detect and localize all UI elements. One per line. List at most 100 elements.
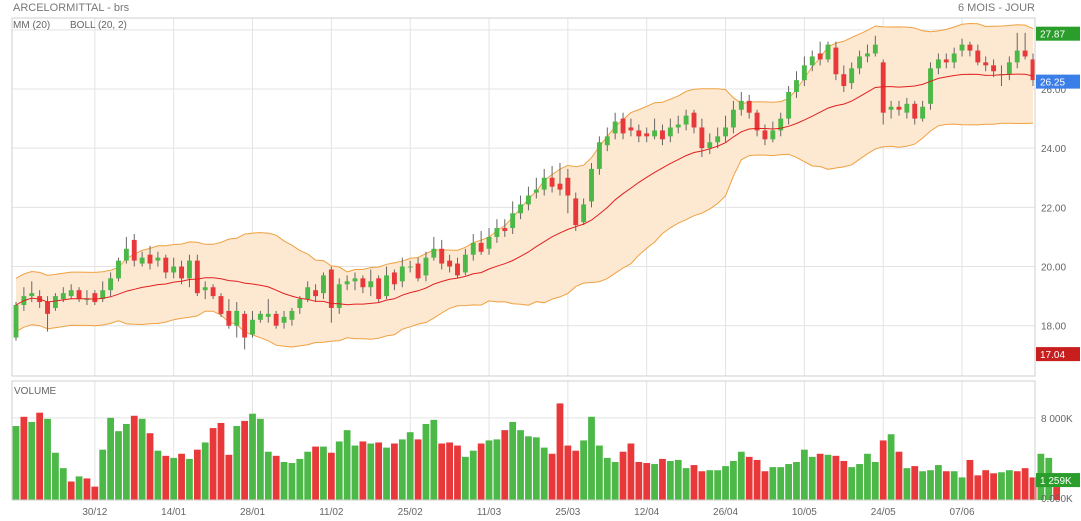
volume-bar: [887, 434, 895, 500]
volume-bar: [588, 416, 595, 500]
volume-bar: [383, 447, 390, 500]
candle-body: [959, 44, 965, 51]
candle-body: [967, 44, 973, 51]
volume-series: [12, 403, 1061, 500]
candle-body: [620, 118, 626, 134]
candle-body: [226, 310, 232, 326]
candle-body: [991, 65, 997, 72]
volume-bar: [162, 455, 170, 500]
candle-body: [250, 319, 255, 335]
volume-bar: [737, 451, 745, 500]
candle-body: [423, 257, 429, 276]
candle-body: [510, 213, 516, 229]
volume-bar: [391, 443, 398, 500]
volume-bar: [422, 423, 430, 500]
volume-bar: [367, 443, 375, 500]
volume-bar: [698, 471, 706, 500]
volume-bar: [52, 452, 59, 500]
volume-panel-title: VOLUME: [14, 386, 57, 397]
volume-bar: [193, 449, 201, 500]
volume-bar: [225, 454, 233, 500]
candle-body: [715, 136, 721, 143]
candle-body: [273, 313, 279, 326]
axes: [11, 17, 1036, 501]
price-badge-label: 17.04: [1040, 350, 1065, 361]
price-badge-label: 27.87: [1040, 30, 1065, 41]
date-tick-label: 11/03: [477, 507, 502, 518]
volume-bar: [201, 442, 209, 500]
volume-bar: [974, 475, 982, 500]
candle-body: [336, 284, 342, 308]
legend-mm: MM (20): [13, 20, 50, 31]
candle-body: [84, 299, 90, 301]
candle-body: [518, 204, 524, 214]
candle-body: [738, 100, 744, 110]
volume-bar: [12, 426, 20, 500]
price-tick-label: 24.00: [1041, 144, 1066, 155]
volume-bar: [75, 476, 83, 500]
candle-body: [415, 263, 421, 279]
volume-bar: [146, 433, 154, 500]
volume-bar: [493, 439, 501, 500]
candle-body: [131, 239, 137, 261]
candle-body: [636, 130, 642, 137]
candle-body: [628, 127, 634, 131]
candle-body: [399, 266, 405, 282]
candle-body: [794, 80, 799, 92]
volume-bar: [911, 466, 919, 500]
volume-bar: [1053, 487, 1061, 500]
candle-body: [935, 59, 941, 69]
volume-bar: [233, 426, 241, 500]
volume-bar: [115, 431, 122, 500]
volume-bar: [777, 467, 785, 500]
legend-boll: BOLL (20, 2): [70, 20, 127, 31]
volume-bar: [753, 459, 761, 500]
candle-body: [833, 47, 839, 75]
volume-bar: [280, 461, 288, 500]
candle-body: [407, 266, 413, 268]
volume-bar: [580, 440, 588, 500]
date-tick-label: 12/04: [634, 507, 659, 518]
candle-body: [297, 299, 303, 308]
date-tick-label: 30/12: [82, 507, 107, 518]
candle-body: [912, 103, 918, 119]
volume-bar: [635, 461, 643, 500]
candle-body: [462, 254, 468, 273]
volume-bar: [351, 445, 359, 500]
candle-body: [825, 44, 831, 60]
candle-body: [541, 177, 547, 190]
moving-average-line: [15, 73, 1034, 306]
volume-bar: [745, 456, 753, 500]
volume-bar: [288, 463, 296, 500]
volume-bar: [643, 463, 651, 500]
volume-bar: [414, 439, 422, 500]
volume-bar: [706, 470, 714, 500]
candle-body: [549, 177, 555, 187]
instrument-title: ARCELORMITTAL - brs: [13, 2, 130, 14]
volume-bar: [335, 441, 343, 500]
volume-bar: [824, 454, 832, 500]
volume-bar: [611, 461, 619, 500]
candle-body: [975, 50, 981, 63]
volume-bar: [982, 470, 990, 500]
volume-bar: [832, 455, 840, 500]
volume-tick-label: 0.000K: [1041, 494, 1073, 505]
candle-body: [328, 269, 334, 308]
candle-body: [368, 281, 374, 288]
volume-bar: [958, 477, 966, 500]
volume-bar: [714, 470, 722, 500]
candle-body: [202, 287, 208, 291]
volume-bar: [966, 459, 974, 500]
volume-bar: [919, 471, 927, 500]
candle-body: [352, 278, 358, 282]
candle-body: [147, 254, 153, 264]
volume-bar: [36, 412, 44, 500]
period-selector[interactable]: 6 MOIS - JOUR: [957, 2, 1035, 14]
volume-bar: [343, 430, 351, 500]
candle-body: [478, 242, 484, 252]
price-tick-label: 18.00: [1041, 322, 1066, 333]
candle-body: [470, 242, 476, 255]
candle-body: [100, 290, 106, 300]
volume-bar: [596, 445, 603, 500]
